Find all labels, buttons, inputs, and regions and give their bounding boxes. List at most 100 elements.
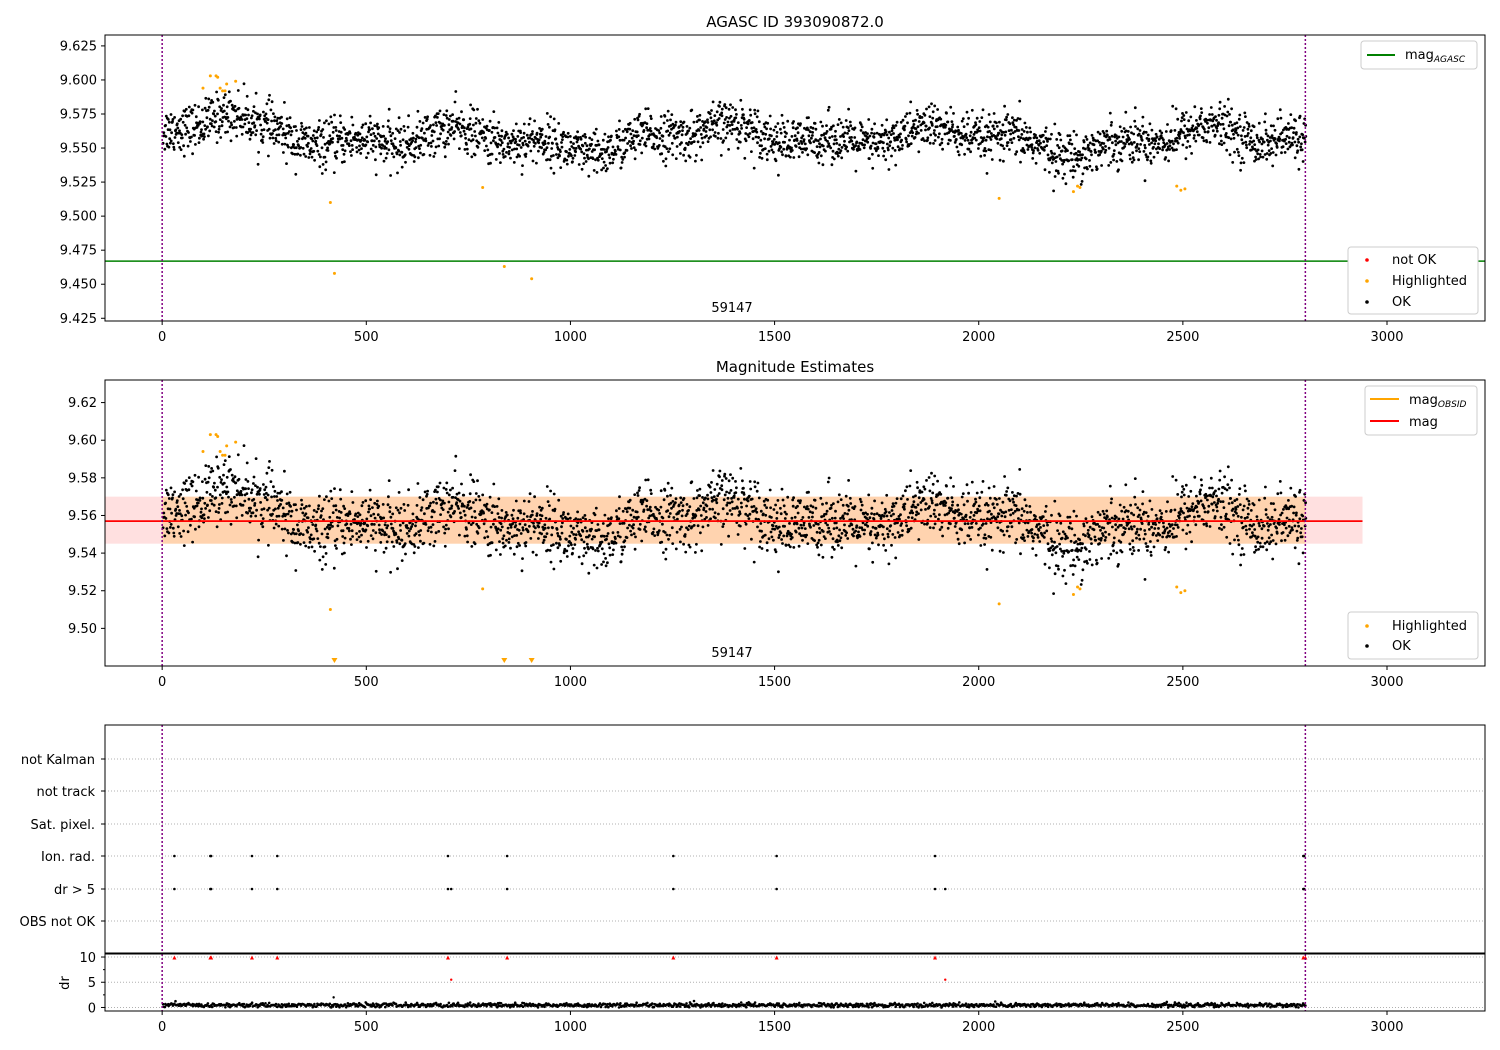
- ok-point: [233, 104, 237, 108]
- ok-point: [485, 502, 489, 506]
- ok-point: [1240, 134, 1243, 138]
- ok-point: [540, 133, 544, 137]
- ok-point: [793, 515, 797, 519]
- ok-point: [397, 116, 401, 120]
- ok-point: [1183, 124, 1187, 128]
- ok-point: [811, 515, 814, 519]
- ok-point: [176, 505, 180, 508]
- ok-point: [957, 153, 961, 157]
- ok-point: [546, 123, 550, 126]
- ok-point: [425, 117, 429, 121]
- ok-point: [1094, 151, 1098, 154]
- ok-point: [581, 516, 585, 520]
- ok-point: [374, 173, 378, 177]
- ok-point: [779, 127, 782, 131]
- ok-point: [294, 125, 297, 128]
- ok-point: [1193, 105, 1197, 109]
- ok-point: [201, 120, 205, 124]
- ok-point: [682, 153, 685, 157]
- ok-point: [644, 107, 648, 111]
- ok-point: [696, 115, 699, 118]
- ok-point: [267, 127, 271, 131]
- ok-point: [1014, 541, 1017, 545]
- ok-point: [550, 533, 554, 537]
- ok-point: [1198, 117, 1202, 121]
- ok-point: [246, 108, 250, 112]
- ok-point: [349, 150, 352, 154]
- agasc-y-axis: 9.4259.4509.4759.5009.5259.5509.5759.600…: [60, 39, 105, 327]
- ok-point: [434, 497, 438, 501]
- ok-point: [416, 109, 420, 113]
- ok-point: [227, 119, 230, 123]
- ok-point: [252, 109, 255, 113]
- ok-point: [843, 523, 846, 527]
- legend-ok-label: OK: [1392, 295, 1411, 310]
- ok-point: [747, 135, 751, 139]
- ok-point: [404, 160, 407, 164]
- ok-point: [710, 109, 713, 112]
- ok-point: [1295, 144, 1299, 148]
- ok-point: [990, 548, 994, 552]
- ok-point: [651, 145, 655, 149]
- ok-point: [369, 133, 373, 137]
- ok-point: [846, 132, 849, 135]
- ok-point: [992, 127, 996, 131]
- ok-point: [511, 517, 515, 521]
- ok-point: [592, 563, 596, 567]
- ok-point: [374, 145, 378, 149]
- ok-point: [275, 495, 279, 498]
- ok-point: [720, 484, 724, 488]
- ok-point: [591, 547, 595, 551]
- ok-point: [956, 503, 960, 507]
- ok-point: [523, 139, 527, 143]
- ok-point: [1073, 169, 1077, 173]
- ok-point: [299, 146, 303, 149]
- ok-point: [466, 152, 469, 156]
- ok-point: [792, 156, 796, 159]
- ok-point: [832, 142, 836, 146]
- ok-point: [758, 155, 761, 159]
- ok-point: [390, 540, 394, 544]
- ok-point: [588, 147, 591, 151]
- ok-point: [1098, 141, 1101, 144]
- ok-point: [204, 464, 208, 467]
- ok-point: [647, 516, 651, 520]
- ok-point: [303, 136, 307, 140]
- ok-point: [490, 130, 494, 134]
- ok-point: [387, 107, 391, 111]
- ok-point: [979, 544, 983, 547]
- ok-point: [811, 126, 815, 130]
- ok-point: [220, 502, 224, 505]
- ok-point: [894, 556, 898, 560]
- ok-point: [618, 495, 621, 499]
- ok-point: [172, 534, 176, 538]
- ok-point: [701, 501, 705, 505]
- ok-point: [509, 156, 512, 160]
- ok-point: [1221, 122, 1225, 126]
- ok-point: [258, 492, 261, 496]
- ok-point: [1298, 114, 1302, 118]
- ok-point: [489, 141, 493, 145]
- ok-point: [910, 509, 913, 513]
- ok-point: [600, 157, 604, 161]
- ok-point: [250, 116, 253, 120]
- ok-point: [1170, 146, 1174, 150]
- ok-point: [488, 129, 491, 132]
- ok-point: [1098, 132, 1102, 136]
- ok-point: [713, 488, 717, 491]
- ok-point: [405, 532, 409, 535]
- ok-point: [731, 507, 735, 510]
- ok-point: [631, 142, 635, 146]
- ok-point: [688, 155, 692, 159]
- ok-point: [369, 534, 373, 537]
- ok-point: [562, 511, 565, 514]
- ok-point: [1284, 142, 1288, 146]
- ok-point: [1278, 108, 1282, 112]
- ok-point: [861, 521, 865, 525]
- ok-point: [698, 487, 702, 491]
- ok-point: [781, 498, 785, 502]
- ok-point: [1293, 140, 1297, 144]
- ok-point: [615, 515, 619, 519]
- ok-point: [848, 120, 852, 124]
- ok-point: [313, 136, 317, 140]
